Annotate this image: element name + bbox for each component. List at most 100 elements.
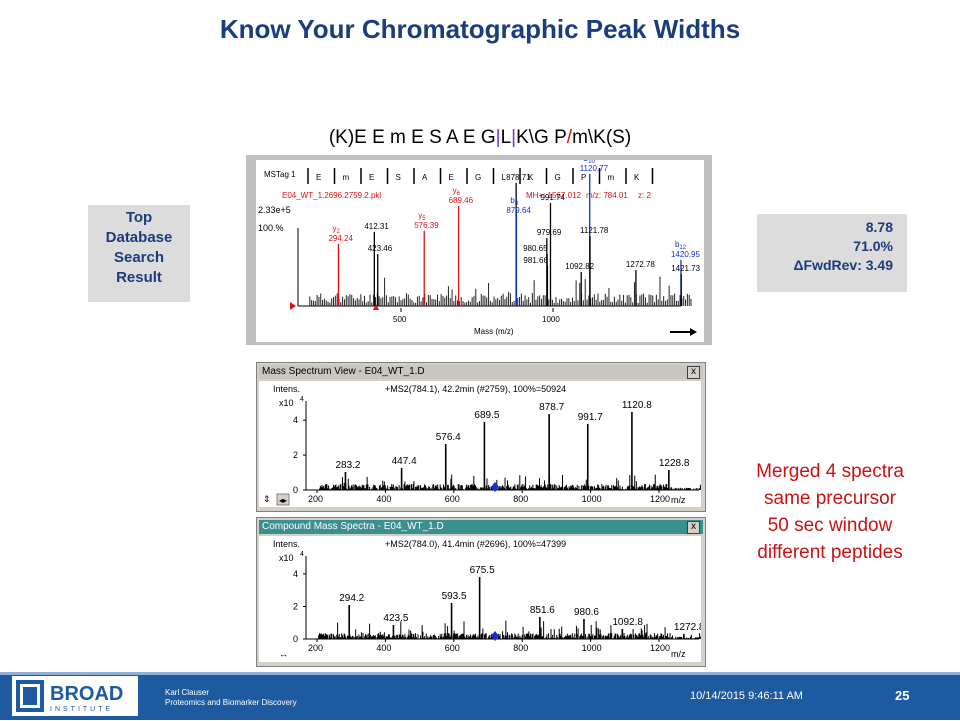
peptide-sequence: (K)E E m E S A E G|L|K\G P/m\K(S) bbox=[240, 127, 720, 149]
peak-label: 1120.8 bbox=[622, 400, 652, 411]
mstag-mh: MH+: 1567.012 bbox=[526, 191, 581, 200]
ion-subscript: 2 bbox=[336, 229, 340, 235]
logo-subtext: INSTITUTE bbox=[50, 706, 113, 713]
spectrum-header: +MS2(784.0), 41.4min (#2696), 100%=47399 bbox=[385, 539, 566, 549]
peak-label: 283.2 bbox=[335, 460, 360, 471]
scroll-arrows-icon[interactable]: ↔ bbox=[279, 649, 288, 659]
x-tick-label: 800 bbox=[513, 494, 528, 504]
scroll-lock-button[interactable] bbox=[276, 493, 290, 506]
mstag-xtick-label: 1000 bbox=[542, 315, 560, 324]
residue-label: L bbox=[502, 173, 507, 182]
y-tick-label: 4 bbox=[293, 569, 298, 579]
mstag-left-marker-icon bbox=[290, 302, 296, 310]
peptide-separator: / bbox=[566, 127, 573, 148]
y-tick-label: 2 bbox=[293, 601, 298, 611]
residue-label: m bbox=[608, 173, 615, 182]
ion-mass-label: 1272.78 bbox=[626, 260, 655, 269]
score-value: 8.78 bbox=[865, 219, 893, 235]
ion-mass-label: 878.71 bbox=[506, 173, 531, 182]
ion-mass-label: 1120.77 bbox=[580, 164, 609, 173]
close-button[interactable]: x bbox=[687, 521, 700, 534]
x-tick-label: 1000 bbox=[582, 643, 602, 653]
ion-mass-label: 689.46 bbox=[449, 196, 474, 205]
y-tick-label: 0 bbox=[293, 634, 298, 644]
mstag-mz: m/z: 784.01 bbox=[586, 191, 628, 200]
residue-label: E bbox=[449, 173, 454, 182]
ion-subscript: 6 bbox=[457, 191, 461, 197]
note-line: Merged 4 spectra bbox=[756, 461, 904, 482]
compound-mass-spectra-window: Compound Mass Spectra - E04_WT_1.D x Int… bbox=[256, 517, 707, 667]
ion-subscript: 5 bbox=[422, 216, 426, 222]
x-tick-label: 1200 bbox=[650, 643, 670, 653]
precursor-diamond-icon bbox=[491, 482, 499, 492]
window-titlebar[interactable]: Mass Spectrum View - E04_WT_1.D x bbox=[259, 365, 703, 379]
slide-number: 25 bbox=[895, 688, 910, 703]
ion-mass-label: 1121.78 bbox=[580, 226, 609, 235]
ion-mass-label: 1092.82 bbox=[565, 262, 594, 271]
spectrum-plot-2: Intens. x10 4 +MS2(784.0), 41.4min (#269… bbox=[273, 539, 707, 659]
peptide-part: K\G P bbox=[516, 127, 567, 148]
peak-label: 1092.8 bbox=[612, 617, 643, 628]
x-unit: m/z bbox=[671, 495, 686, 505]
top-box-line: Result bbox=[116, 269, 162, 286]
top-box-line: Top bbox=[125, 209, 153, 226]
peak-label: 423.5 bbox=[383, 613, 408, 624]
x-tick-label: 1000 bbox=[582, 494, 602, 504]
window-title: Compound Mass Spectra - E04_WT_1.D bbox=[262, 521, 444, 532]
footer-strip bbox=[0, 672, 960, 675]
ion-mass-label: 294.24 bbox=[328, 234, 353, 243]
peak-label: 447.4 bbox=[392, 456, 417, 467]
y-ticks: 4 2 0 bbox=[293, 569, 306, 644]
score-box: 8.78 71.0% ΔFwdRev: 3.49 bbox=[757, 214, 907, 292]
ion-subscript: 8 bbox=[515, 201, 519, 207]
slide-title: Know Your Chromatographic Peak Widths bbox=[219, 14, 741, 44]
score-percent: 71.0% bbox=[853, 238, 893, 254]
y-exponent: 4 bbox=[300, 551, 304, 558]
window-titlebar[interactable]: Compound Mass Spectra - E04_WT_1.D x bbox=[259, 520, 703, 534]
noise-peaks bbox=[318, 474, 707, 490]
residue-label: m bbox=[343, 173, 350, 182]
author-dept: Proteomics and Biomarker Discovery bbox=[165, 698, 297, 707]
note-line: different peptides bbox=[757, 542, 903, 563]
mass-spectrum-view-window: Mass Spectrum View - E04_WT_1.D x Intens… bbox=[256, 362, 707, 512]
x-tick-label: 1200 bbox=[650, 494, 670, 504]
residue-label: K bbox=[634, 173, 640, 182]
mstag-xlabel: Mass (m/z) bbox=[474, 327, 514, 336]
y-label: Intens. bbox=[273, 539, 300, 549]
x-ticks: 200 400 600 800 1000 1200 bbox=[308, 639, 670, 653]
ion-name-label: b8 bbox=[510, 196, 518, 207]
peak-label: 576.4 bbox=[436, 432, 461, 443]
peak-label: 294.2 bbox=[339, 593, 364, 604]
noise-peaks bbox=[318, 620, 707, 639]
logo-graphic: BROAD INSTITUTE bbox=[16, 680, 123, 713]
mstag-label: MSTag 1 bbox=[264, 170, 296, 179]
ion-mass-label: 576.39 bbox=[414, 221, 439, 230]
y-scale: x10 bbox=[279, 553, 294, 563]
slide-datetime: 10/14/2015 9:46:11 AM bbox=[690, 690, 803, 702]
y-exponent: 4 bbox=[300, 396, 304, 403]
peptide-part: (K)E E m E S A E G bbox=[328, 127, 496, 148]
arrow-right-icon bbox=[670, 328, 697, 336]
window-title: Mass Spectrum View - E04_WT_1.D bbox=[262, 366, 425, 377]
close-button[interactable]: x bbox=[687, 366, 700, 379]
residue-label: S bbox=[396, 173, 401, 182]
note-line: 50 sec window bbox=[767, 515, 893, 536]
spectrum-plot-1: Intens. x10 4 +MS2(784.1), 42.2min (#275… bbox=[263, 384, 707, 506]
broad-institute-logo: BROAD INSTITUTE bbox=[12, 676, 138, 716]
ion-name-label: b10 bbox=[584, 160, 596, 165]
peak-label: 689.5 bbox=[474, 410, 499, 421]
note-line: same precursor bbox=[764, 488, 896, 509]
merged-spectra-note: Merged 4 spectra same precursor 50 sec w… bbox=[725, 458, 935, 566]
x-unit: m/z bbox=[671, 649, 686, 659]
scroll-lock-icon: ◂▸ bbox=[279, 496, 287, 505]
peptide-part: m\K(S) bbox=[572, 127, 632, 148]
scroll-arrows-icon[interactable]: ⇕ bbox=[263, 494, 271, 504]
mstag-ymax: 2.33e+5 bbox=[258, 205, 291, 215]
x-tick-label: 400 bbox=[376, 494, 391, 504]
y-tick-label: 4 bbox=[293, 415, 298, 425]
ion-mass-label: 991.74 bbox=[540, 193, 565, 202]
peak-label: 1272.8 bbox=[674, 622, 701, 633]
peptide-separator: | bbox=[495, 127, 501, 148]
